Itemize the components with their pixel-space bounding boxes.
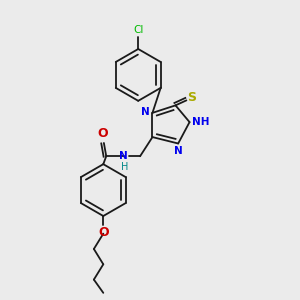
Text: NH: NH [192, 117, 209, 127]
Text: S: S [187, 91, 196, 104]
Text: N: N [174, 146, 183, 156]
Text: Cl: Cl [133, 26, 143, 35]
Text: N: N [141, 107, 150, 117]
Text: H: H [121, 162, 129, 172]
Text: O: O [97, 127, 108, 140]
Text: N: N [119, 151, 128, 161]
Text: O: O [98, 226, 109, 239]
